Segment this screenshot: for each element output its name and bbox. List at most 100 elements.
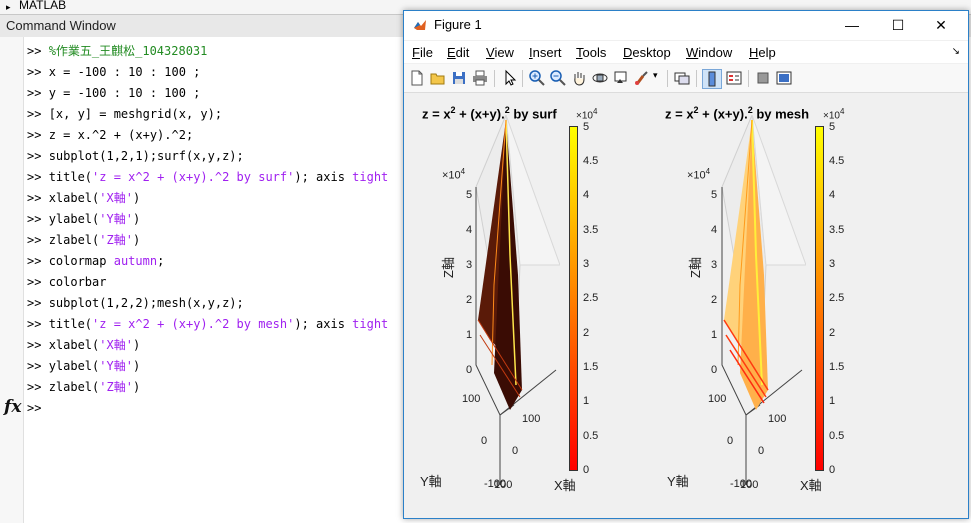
command-line[interactable]: >> title('z = x^2 + (x+y).^2 by mesh'); … [27,317,388,331]
command-text: title( [48,317,93,331]
figure-toolbar: ▾ [404,64,968,93]
command-string-literal: 'z = x^2 + (x+y).^2 by mesh' [92,317,295,331]
surf-x-tick: 0 [512,445,519,457]
mesh-z-tick: 4 [711,224,718,236]
command-text: %作業五_王麒松_104328031 [48,44,208,58]
command-prompt: >> [27,191,42,205]
command-line[interactable]: >> title('z = x^2 + (x+y).^2 by surf'); … [27,170,388,184]
menu-edit[interactable]: Edit [447,45,470,60]
menu-view[interactable]: View [486,45,514,60]
command-text-tail: ); axis tight [294,317,389,331]
mesh-x-tick: 100 [768,413,787,425]
figure-window[interactable]: Figure 1 — ☐ ✕ File Edit View Insert Too… [403,10,969,519]
figure-title-bar[interactable]: Figure 1 — ☐ ✕ [404,11,968,40]
command-text: xlabel( [48,191,100,205]
mesh-z-label: Z軸 [688,257,703,278]
command-text-tail: ) [132,380,141,394]
zoom-in-icon[interactable] [528,69,546,87]
toolbar-separator [494,70,495,87]
command-prompt: >> [27,170,42,184]
command-text-tail: ); axis tight [294,317,388,331]
command-prompt: >> [27,128,42,142]
zoom-out-icon[interactable] [549,69,567,87]
command-line[interactable]: >> zlabel('Z軸') [27,233,140,247]
command-prompt: >> [27,296,42,310]
command-line[interactable]: >> ylabel('Y軸') [27,212,140,226]
surf-colorbar-tick: 1 [583,395,590,407]
command-line[interactable]: >> xlabel('X軸') [27,338,140,352]
menu-file[interactable]: File [412,45,433,60]
surf-colorbar[interactable] [569,126,578,471]
command-line[interactable]: >> xlabel('X軸') [27,191,140,205]
new-figure-icon[interactable] [408,69,426,87]
mesh-x-tick: 0 [758,445,765,457]
command-line[interactable]: >> colormap autumn; [27,254,164,268]
surf-z-tick: 1 [466,329,473,341]
command-text: ylabel( [48,212,100,226]
command-string-literal: 'Y軸' [99,359,133,373]
insert-legend-icon[interactable] [725,69,743,87]
menu-window[interactable]: Window [686,45,733,60]
rotate-3d-icon[interactable] [591,69,609,87]
save-icon[interactable] [450,69,468,87]
mesh-z-tick: 0 [711,364,718,376]
mesh-colorbar-tick: 3 [829,258,836,270]
show-plot-tools-icon[interactable] [775,69,793,87]
command-line[interactable]: >> %作業五_王麒松_104328031 [27,44,207,58]
command-prompt: >> [27,107,42,121]
surf-colorbar-tick: 4 [583,189,590,201]
command-line[interactable]: >> subplot(1,2,2);mesh(x,y,z); [27,296,244,310]
menu-insert[interactable]: Insert [529,45,562,60]
active-prompt-line[interactable]: >> [27,401,41,415]
brush-dropdown-icon[interactable]: ▾ [653,70,658,80]
command-prompt: >> [27,212,42,226]
command-line[interactable]: >> ylabel('Y軸') [27,359,140,373]
command-text-tail: ); axis tight [294,170,388,184]
link-plot-icon[interactable] [673,69,691,87]
command-string-literal: 'Z軸' [99,380,133,394]
menu-overflow-icon[interactable]: ↘ [951,46,960,57]
insert-colorbar-icon[interactable] [702,69,722,89]
command-line[interactable]: >> colorbar [27,275,106,289]
menu-tools[interactable]: Tools [576,45,607,60]
open-file-icon[interactable] [429,69,447,87]
surf-x-tick: 100 [522,413,541,425]
command-string-literal: 'Y軸' [99,212,133,226]
hide-plot-tools-icon[interactable] [754,69,772,87]
collapse-arrow-icon[interactable]: ▸ [6,2,11,12]
brush-icon[interactable] [633,69,651,87]
command-line[interactable]: >> subplot(1,2,1);surf(x,y,z); [27,149,244,163]
maximize-button[interactable]: ☐ [891,17,905,33]
command-line[interactable]: >> x = -100 : 10 : 100 ; [27,65,200,79]
command-line[interactable]: >> zlabel('Z軸') [27,380,140,394]
mesh-plot-area[interactable] [716,115,806,485]
mesh-colorbar-tick: 5 [829,121,836,133]
command-prompt: >> [27,86,42,100]
surf-plot-area[interactable] [470,115,560,485]
data-cursor-icon[interactable] [612,69,630,87]
surf-colorbar-tick: 3.5 [583,224,599,236]
menu-desktop[interactable]: Desktop [623,45,671,60]
command-prompt: >> [27,401,42,415]
fx-icon[interactable]: fx [4,397,22,417]
command-text-tail: ) [132,233,141,247]
mesh-colorbar[interactable] [815,126,824,471]
command-line[interactable]: >> y = -100 : 10 : 100 ; [27,86,200,100]
close-button[interactable]: ✕ [935,17,947,33]
surf-colorbar-tick: 0.5 [583,430,599,442]
surf-colorbar-tick: 1.5 [583,361,599,373]
command-prompt: >> [27,233,42,247]
pan-hand-icon[interactable] [570,69,588,87]
surf-y-tick: 0 [481,435,488,447]
mesh-colorbar-tick: 0 [829,464,836,476]
print-icon[interactable] [471,69,489,87]
surf-colorbar-tick: 5 [583,121,590,133]
minimize-button[interactable]: — [845,17,859,33]
edit-plot-arrow-icon[interactable] [500,69,518,87]
menu-help[interactable]: Help [749,45,776,60]
command-line[interactable]: >> [x, y] = meshgrid(x, y); [27,107,222,121]
command-line[interactable]: >> z = x.^2 + (x+y).^2; [27,128,193,142]
command-prompt: >> [27,359,42,373]
mesh-z-tick: 3 [711,259,718,271]
surf-z-exponent: ×104 [442,167,466,182]
